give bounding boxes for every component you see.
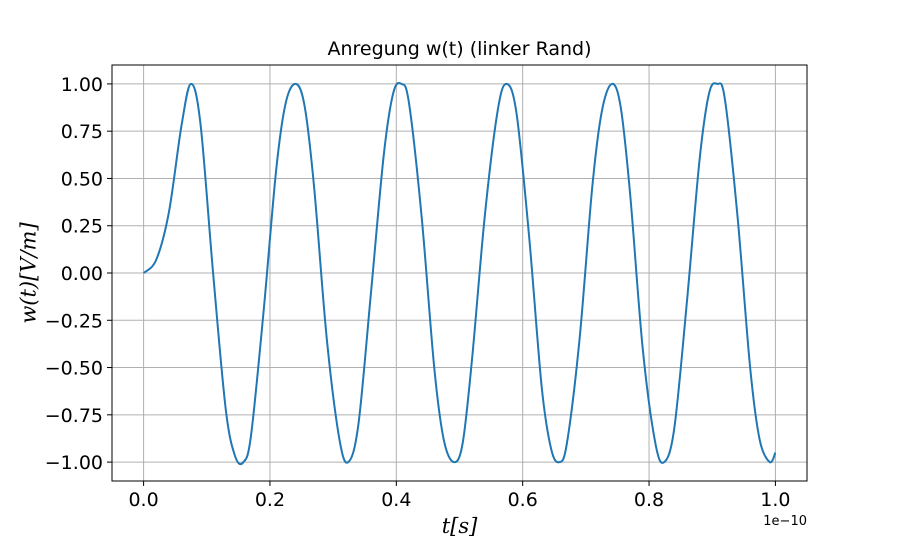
x-tick-label: 0.2 [255,489,285,511]
x-tick-label: 0.8 [634,489,664,511]
series-line [142,82,777,466]
y-tick-label: 1.00 [61,74,103,96]
x-axis-offset-label: 1e−10 [763,514,807,529]
x-axis-label: t[s] [442,514,478,538]
y-axis-label: w(t)[V/m] [16,222,40,324]
y-tick-label: −1.00 [45,452,103,474]
ticks: 0.0 0.2 0.4 0.6 0.8 1.0 1.00 0.75 0.50 0.25 0.00 −0… [45,74,791,511]
x-tick-label: 1.0 [760,489,790,511]
y-tick-label: −0.25 [45,310,103,332]
y-tick-label: 0.00 [61,263,103,285]
plot-area [142,82,777,466]
y-tick-label: 0.25 [61,216,103,238]
grid [112,65,807,481]
chart-title: Anregung w(t) (linker Rand) [327,38,591,60]
x-tick-label: 0.4 [381,489,411,511]
y-tick-label: 0.50 [61,168,103,190]
y-tick-label: −0.50 [45,358,103,380]
y-tick-label: −0.75 [45,405,103,427]
x-tick-label: 0.0 [128,489,158,511]
y-tick-label: 0.75 [61,121,103,143]
x-tick-label: 0.6 [508,489,538,511]
